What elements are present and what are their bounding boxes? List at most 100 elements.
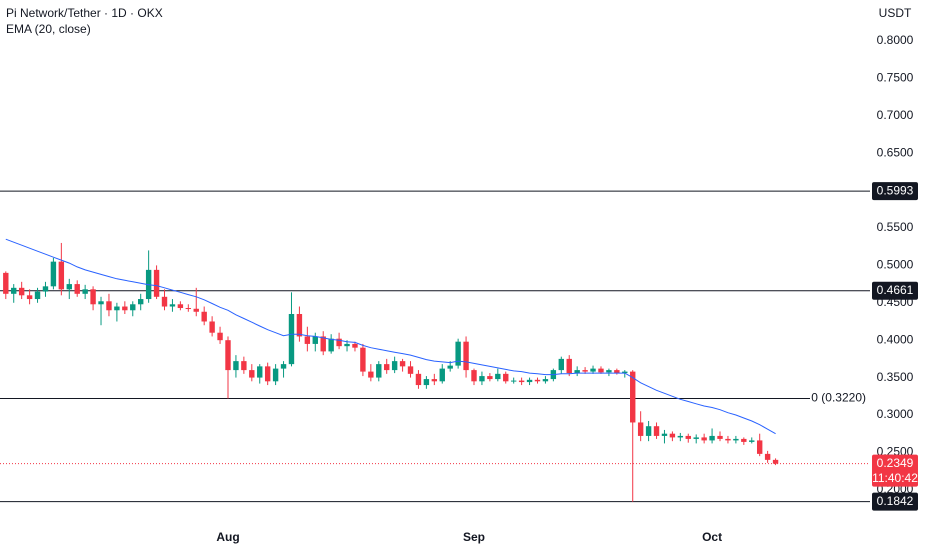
candle-body	[264, 366, 271, 382]
candle-body	[431, 379, 438, 382]
candle-body	[360, 347, 366, 372]
candle-body	[526, 379, 533, 383]
candle-body	[280, 364, 287, 369]
candle-body	[130, 304, 136, 311]
candle-body	[34, 291, 41, 300]
candle-body	[566, 358, 572, 374]
candle-body	[487, 376, 493, 380]
candle-body	[733, 438, 739, 441]
candle-body	[209, 321, 215, 333]
candle-body	[645, 426, 652, 436]
candle-body	[344, 343, 350, 347]
candle-body	[66, 284, 72, 290]
candle-body	[272, 368, 279, 382]
candle-body	[717, 435, 723, 439]
candle-body	[138, 299, 144, 305]
candle-body	[725, 438, 731, 441]
level-label: 0.5993	[877, 183, 914, 197]
candle-body	[495, 373, 501, 380]
candle-body	[669, 433, 676, 438]
y-tick-label: 0.3500	[877, 370, 914, 384]
candle-body	[693, 437, 699, 439]
candle-body	[415, 373, 422, 386]
candle-body	[3, 272, 9, 294]
currency-label: USDT	[879, 6, 912, 20]
candle-body	[756, 440, 763, 454]
candle-body	[384, 364, 390, 371]
candle-body	[58, 261, 65, 290]
candle-body	[518, 380, 525, 383]
candle-body	[185, 308, 192, 310]
candle-body	[74, 284, 80, 294]
last-price-label: 0.2349	[877, 456, 914, 470]
y-tick-label: 0.7500	[877, 71, 914, 85]
candle-body	[169, 304, 176, 307]
candle-body	[447, 365, 453, 369]
candle-body	[114, 306, 120, 311]
candle-body	[288, 314, 295, 365]
candle-body	[225, 340, 231, 371]
candle-body	[764, 453, 771, 460]
candle-body	[542, 379, 549, 382]
candle-body	[637, 422, 644, 436]
candle-body	[701, 437, 707, 441]
candle-body	[233, 361, 239, 371]
ema-line	[5, 238, 776, 435]
candle-body	[749, 440, 755, 442]
candle-body	[122, 306, 128, 311]
level-label: 0.1842	[877, 494, 914, 508]
candle-body	[296, 314, 303, 337]
candle-body	[352, 343, 358, 348]
candle-body	[201, 311, 207, 322]
candle-body	[622, 371, 628, 374]
candle-body	[677, 435, 684, 438]
x-tick-label: Aug	[216, 530, 239, 544]
countdown-label: 11:40:42	[872, 471, 918, 485]
y-tick-label: 0.6500	[877, 145, 914, 159]
candle-body	[153, 269, 160, 297]
candle-body	[98, 301, 104, 305]
candle-body	[772, 459, 779, 464]
indicator-label: EMA (20, close)	[6, 22, 91, 36]
candle-body	[391, 361, 398, 371]
candle-body	[82, 289, 88, 294]
candle-body	[463, 341, 469, 371]
y-tick-label: 0.7000	[877, 108, 914, 122]
candle-body	[598, 368, 604, 373]
candle-body	[709, 435, 715, 441]
candle-body	[479, 376, 485, 382]
candle-body	[741, 438, 747, 442]
y-tick-label: 0.4000	[877, 332, 914, 346]
candle-body	[328, 338, 334, 352]
y-tick-label: 0.8000	[877, 33, 914, 47]
candle-body	[503, 373, 509, 382]
y-tick-label: 0.5000	[877, 258, 914, 272]
candle-body	[534, 379, 541, 382]
candle-body	[558, 358, 564, 371]
candle-body	[241, 361, 247, 371]
candle-body	[407, 366, 414, 374]
candle-body	[18, 287, 25, 296]
level-label: 0.4661	[877, 283, 914, 297]
candle-body	[312, 336, 318, 344]
candle-body	[106, 301, 112, 311]
candle-body	[336, 338, 342, 347]
candle-body	[653, 426, 660, 436]
x-tick-label: Sep	[463, 530, 485, 544]
candle-body	[590, 368, 596, 372]
candle-body	[320, 336, 326, 352]
candle-body	[11, 287, 17, 294]
candle-body	[42, 286, 49, 292]
chart-title: Pi Network/Tether · 1D · OKX	[6, 6, 163, 20]
candle-body	[685, 435, 691, 439]
candle-body	[177, 304, 184, 309]
y-tick-label: 0.3000	[877, 407, 914, 421]
candle-body	[582, 370, 588, 372]
candle-body	[249, 370, 255, 378]
candle-body	[304, 336, 311, 344]
level-box	[872, 492, 918, 511]
level-box	[872, 281, 918, 300]
candle-body	[257, 366, 263, 378]
candle-body	[368, 371, 374, 378]
